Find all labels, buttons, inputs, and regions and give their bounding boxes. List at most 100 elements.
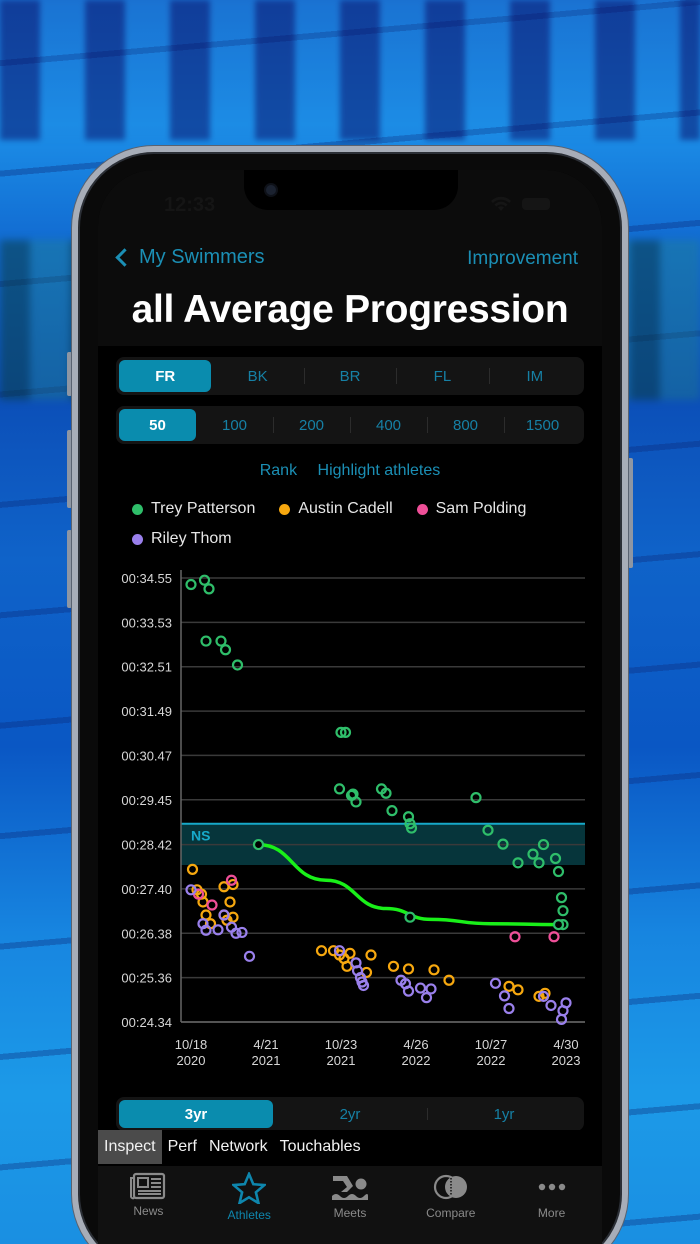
- data-point[interactable]: [482, 824, 494, 836]
- distance-tab-400[interactable]: 400: [350, 409, 427, 441]
- highlight-athletes-link[interactable]: Highlight athletes: [317, 462, 441, 479]
- data-point[interactable]: [545, 999, 557, 1012]
- data-point[interactable]: [185, 884, 197, 896]
- distance-tab-1500[interactable]: 1500: [504, 409, 581, 441]
- data-point[interactable]: [224, 896, 236, 908]
- data-point[interactable]: [503, 980, 515, 992]
- data-point[interactable]: [225, 874, 238, 886]
- data-point[interactable]: [537, 990, 550, 1002]
- time-tab-2yr[interactable]: 2yr: [339, 1105, 361, 1123]
- data-point[interactable]: [231, 659, 244, 671]
- data-point[interactable]: [497, 838, 509, 850]
- tab-label: News: [133, 1204, 164, 1218]
- data-point[interactable]: [339, 726, 352, 738]
- data-point[interactable]: [344, 947, 356, 959]
- back-label: My Swimmers: [139, 246, 265, 268]
- back-button[interactable]: My Swimmers: [112, 246, 265, 269]
- stroke-tab-fr[interactable]: FR: [119, 360, 212, 392]
- data-point[interactable]: [557, 905, 569, 917]
- debug-touchables-button[interactable]: Touchables: [279, 1138, 361, 1155]
- data-point[interactable]: [218, 909, 230, 921]
- data-point[interactable]: [236, 926, 248, 939]
- rank-link[interactable]: Rank: [259, 462, 298, 479]
- progression-chart[interactable]: 00:34.55 00:33.53 00:32.51 00:31.49 00:30.47…: [98, 560, 602, 1080]
- trend-point[interactable]: [552, 918, 565, 931]
- data-point[interactable]: [533, 857, 545, 869]
- legend-item-riley-thom[interactable]: Riley Thom: [132, 530, 232, 548]
- stroke-tab-bk[interactable]: BK: [247, 367, 268, 385]
- debug-network-button[interactable]: Network: [208, 1138, 268, 1155]
- data-point[interactable]: [549, 852, 562, 865]
- data-point[interactable]: [509, 931, 521, 943]
- data-point[interactable]: [212, 924, 224, 936]
- data-point[interactable]: [548, 931, 560, 943]
- data-point[interactable]: [498, 990, 511, 1002]
- data-point[interactable]: [230, 927, 242, 939]
- trend-point[interactable]: [404, 911, 416, 923]
- data-point[interactable]: [365, 949, 377, 961]
- data-point[interactable]: [470, 792, 482, 804]
- data-point[interactable]: [185, 578, 197, 591]
- legend-item-austin-cadell[interactable]: Austin Cadell: [279, 500, 393, 518]
- tab-meets[interactable]: Meets: [300, 1166, 401, 1244]
- data-point[interactable]: [555, 892, 568, 904]
- tab-more[interactable]: More: [501, 1166, 602, 1244]
- data-point[interactable]: [357, 979, 370, 992]
- debug-inspect-button[interactable]: Inspect: [98, 1130, 162, 1164]
- data-point[interactable]: [405, 822, 418, 834]
- tab-compare[interactable]: Compare: [400, 1166, 501, 1244]
- data-point[interactable]: [315, 945, 328, 957]
- data-point[interactable]: [533, 990, 545, 1002]
- data-point[interactable]: [200, 924, 212, 936]
- data-point[interactable]: [186, 863, 199, 875]
- debug-perf-button[interactable]: Perf: [167, 1138, 197, 1155]
- data-point[interactable]: [527, 848, 539, 860]
- data-point[interactable]: [420, 992, 433, 1004]
- data-point[interactable]: [414, 982, 427, 994]
- time-tab-3yr[interactable]: 3yr: [119, 1100, 273, 1128]
- data-point[interactable]: [425, 983, 437, 995]
- data-point[interactable]: [215, 635, 227, 647]
- data-point[interactable]: [402, 985, 415, 997]
- time-tab-1yr[interactable]: 1yr: [427, 1100, 581, 1128]
- data-point[interactable]: [243, 950, 256, 962]
- data-point[interactable]: [402, 811, 415, 823]
- stroke-tab-im[interactable]: IM: [488, 360, 581, 392]
- data-point[interactable]: [203, 583, 215, 595]
- data-point[interactable]: [428, 964, 440, 976]
- data-point[interactable]: [206, 899, 218, 911]
- data-point[interactable]: [333, 783, 346, 795]
- data-point[interactable]: [537, 838, 550, 851]
- data-point[interactable]: [512, 857, 524, 869]
- data-point[interactable]: [386, 805, 398, 817]
- scatter-plot[interactable]: 00:34.55 00:33.53 00:32.51 00:31.49 00:30.47…: [98, 560, 602, 1080]
- data-point[interactable]: [335, 726, 347, 738]
- data-point[interactable]: [552, 865, 565, 878]
- distance-tab-50[interactable]: 50: [119, 409, 196, 441]
- data-point[interactable]: [387, 960, 400, 972]
- distance-tab-100[interactable]: 100: [221, 416, 248, 434]
- legend-item-trey-patterson[interactable]: Trey Patterson: [132, 500, 255, 518]
- distance-tab-800[interactable]: 800: [427, 409, 504, 441]
- improvement-button[interactable]: Improvement: [467, 248, 578, 269]
- data-point[interactable]: [380, 787, 392, 799]
- tab-athletes[interactable]: Athletes: [199, 1166, 300, 1244]
- data-point[interactable]: [560, 997, 572, 1009]
- data-point[interactable]: [503, 1002, 515, 1015]
- data-point[interactable]: [219, 644, 232, 656]
- data-point[interactable]: [489, 977, 502, 989]
- data-point[interactable]: [198, 574, 211, 586]
- data-point[interactable]: [402, 963, 415, 975]
- data-point[interactable]: [333, 945, 346, 957]
- data-point[interactable]: [512, 984, 524, 996]
- data-point[interactable]: [341, 960, 353, 972]
- data-point[interactable]: [443, 974, 455, 986]
- trend-point[interactable]: [252, 838, 265, 851]
- legend-item-sam-polding[interactable]: Sam Polding: [416, 500, 526, 518]
- data-point[interactable]: [200, 635, 212, 647]
- distance-tab-200[interactable]: 200: [273, 409, 350, 441]
- stroke-tab-br[interactable]: BR: [303, 360, 396, 392]
- stroke-tab-fl[interactable]: FL: [396, 360, 488, 392]
- tab-news[interactable]: News: [98, 1166, 199, 1244]
- data-point[interactable]: [347, 788, 359, 800]
